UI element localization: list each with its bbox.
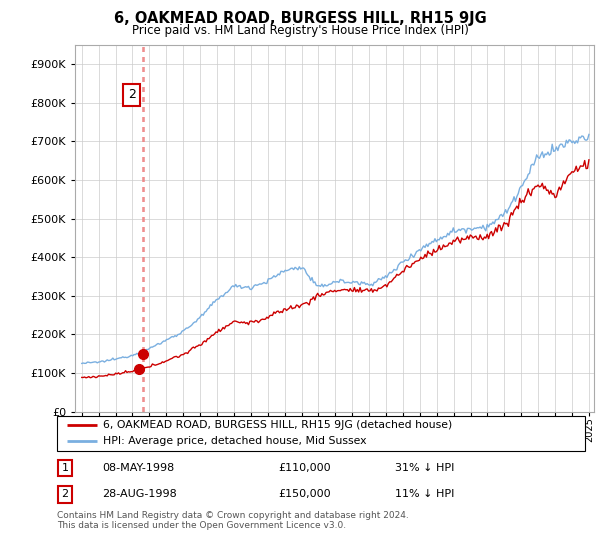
Text: 11% ↓ HPI: 11% ↓ HPI (395, 489, 454, 500)
Text: 08-MAY-1998: 08-MAY-1998 (102, 463, 174, 473)
Text: £150,000: £150,000 (279, 489, 331, 500)
Text: Contains HM Land Registry data © Crown copyright and database right 2024.
This d: Contains HM Land Registry data © Crown c… (57, 511, 409, 530)
Text: 28-AUG-1998: 28-AUG-1998 (102, 489, 176, 500)
Text: £110,000: £110,000 (279, 463, 331, 473)
Text: 6, OAKMEAD ROAD, BURGESS HILL, RH15 9JG: 6, OAKMEAD ROAD, BURGESS HILL, RH15 9JG (113, 11, 487, 26)
Text: Price paid vs. HM Land Registry's House Price Index (HPI): Price paid vs. HM Land Registry's House … (131, 24, 469, 36)
Text: 2: 2 (61, 489, 68, 500)
Text: 6, OAKMEAD ROAD, BURGESS HILL, RH15 9JG (detached house): 6, OAKMEAD ROAD, BURGESS HILL, RH15 9JG … (103, 421, 453, 431)
Text: 1: 1 (61, 463, 68, 473)
Text: 2: 2 (128, 88, 136, 101)
Text: 31% ↓ HPI: 31% ↓ HPI (395, 463, 454, 473)
Text: HPI: Average price, detached house, Mid Sussex: HPI: Average price, detached house, Mid … (103, 436, 367, 446)
